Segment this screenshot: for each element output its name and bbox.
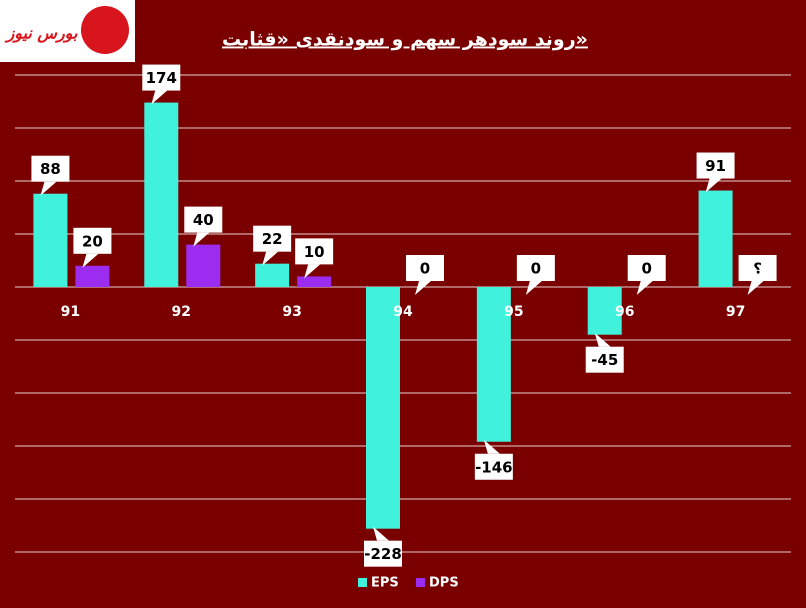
x-tick-label: 95 bbox=[504, 304, 523, 320]
x-tick-label: 92 bbox=[172, 304, 191, 320]
label-pointer bbox=[705, 178, 722, 193]
x-tick-label: 97 bbox=[726, 304, 745, 320]
legend-swatch bbox=[358, 578, 367, 587]
data-label: 22 bbox=[253, 225, 292, 266]
data-label: 40 bbox=[184, 206, 223, 247]
data-label: 0 bbox=[627, 255, 666, 295]
label-pointer bbox=[525, 281, 542, 295]
data-label-text: 40 bbox=[193, 211, 214, 229]
data-label: 91 bbox=[696, 152, 735, 193]
chart-title: روند سودهر سهم و سودنقدی «قثابت» bbox=[222, 29, 588, 51]
bar bbox=[33, 193, 68, 287]
bar bbox=[366, 287, 400, 529]
data-label-text: ؟ bbox=[753, 260, 762, 278]
x-tick-label: 94 bbox=[393, 304, 413, 320]
x-tick-label: 91 bbox=[61, 304, 80, 320]
bar bbox=[587, 287, 622, 335]
x-tick-label: 96 bbox=[615, 304, 634, 320]
label-box bbox=[295, 238, 334, 265]
data-label-text: -228 bbox=[364, 545, 402, 563]
data-label: ؟ bbox=[738, 255, 777, 295]
label-box bbox=[184, 206, 223, 233]
data-label: -45 bbox=[585, 332, 624, 373]
bar bbox=[476, 287, 511, 442]
data-label-text: 10 bbox=[304, 243, 325, 261]
label-pointer bbox=[373, 526, 389, 541]
label-box bbox=[142, 64, 181, 91]
label-pointer bbox=[262, 251, 279, 266]
bar bbox=[698, 190, 733, 287]
data-label: 20 bbox=[73, 227, 112, 268]
label-pointer bbox=[415, 281, 431, 295]
data-label-text: 88 bbox=[40, 160, 61, 178]
label-pointer bbox=[40, 181, 57, 196]
label-box bbox=[696, 152, 735, 179]
label-box bbox=[474, 453, 513, 480]
bar bbox=[144, 102, 179, 287]
bar bbox=[297, 276, 332, 287]
data-label: 88 bbox=[31, 155, 70, 196]
x-tick-label: 93 bbox=[282, 304, 301, 320]
legend-label: DPS bbox=[429, 576, 459, 591]
label-pointer bbox=[594, 332, 611, 347]
data-label: 0 bbox=[516, 255, 555, 295]
data-label: 174 bbox=[142, 64, 181, 105]
data-label-text: 20 bbox=[82, 232, 103, 250]
legend-swatch bbox=[416, 578, 425, 587]
label-pointer bbox=[151, 90, 168, 105]
logo: بورس نیوز bbox=[0, 0, 135, 62]
label-box bbox=[73, 227, 112, 254]
data-label-text: 0 bbox=[641, 260, 651, 278]
data-label-text: -45 bbox=[591, 351, 618, 369]
label-pointer bbox=[636, 281, 653, 295]
data-label-text: -146 bbox=[475, 458, 513, 476]
label-pointer bbox=[747, 281, 764, 295]
label-box bbox=[738, 255, 777, 281]
data-label: -228 bbox=[364, 526, 402, 567]
data-label: 0 bbox=[406, 255, 444, 295]
data-label-text: 91 bbox=[705, 157, 726, 175]
data-label-text: 22 bbox=[262, 230, 283, 248]
legend-label: EPS bbox=[371, 576, 399, 591]
label-pointer bbox=[304, 264, 321, 279]
logo-icon bbox=[81, 6, 129, 54]
data-label: -146 bbox=[474, 439, 513, 480]
logo-text: بورس نیوز bbox=[4, 24, 78, 44]
label-pointer bbox=[483, 439, 500, 454]
label-box bbox=[585, 346, 624, 373]
bar bbox=[75, 265, 110, 287]
label-box bbox=[253, 225, 292, 252]
label-box bbox=[31, 155, 70, 182]
label-box bbox=[364, 540, 402, 567]
label-box bbox=[516, 255, 555, 281]
bar bbox=[255, 263, 290, 287]
label-box bbox=[406, 255, 444, 281]
data-label-text: 0 bbox=[420, 260, 430, 278]
label-pointer bbox=[193, 232, 210, 247]
data-label: 10 bbox=[295, 238, 334, 279]
data-label-text: 0 bbox=[531, 260, 541, 278]
bar bbox=[186, 244, 221, 287]
label-pointer bbox=[82, 253, 99, 268]
label-box bbox=[627, 255, 666, 281]
data-label-text: 174 bbox=[146, 69, 177, 87]
